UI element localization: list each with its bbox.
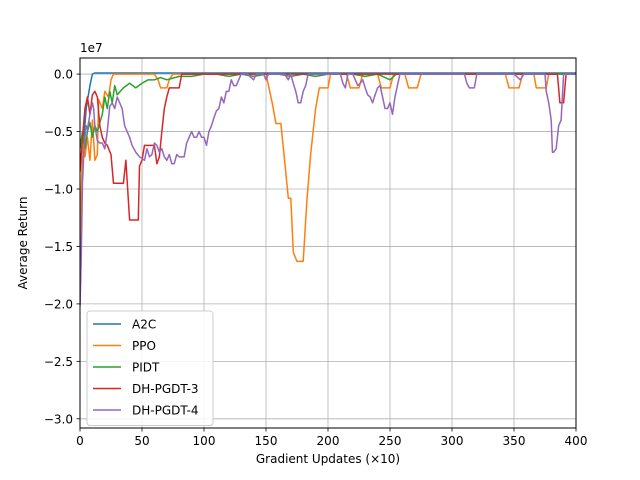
x-tick-label: 350 xyxy=(503,434,526,448)
y-tick-label: −1.5 xyxy=(44,240,73,254)
x-tick-label: 50 xyxy=(134,434,149,448)
x-tick-label: 100 xyxy=(193,434,216,448)
x-tick-label: 0 xyxy=(76,434,84,448)
legend-label: PIDT xyxy=(132,361,160,375)
y-tick-label: −2.5 xyxy=(44,355,73,369)
series-lines xyxy=(80,72,576,307)
legend-label: DH-PGDT-4 xyxy=(132,404,199,418)
y-tick-label: −1.0 xyxy=(44,182,73,196)
legend-box xyxy=(86,310,214,426)
axis-ticks: 0 50 100 150 200 250 300 350 400 0.0 −0.5 −1.0 −1.5 −… xyxy=(44,68,588,448)
grid-layer xyxy=(79,58,577,428)
x-tick-label: 250 xyxy=(379,434,402,448)
series-line-ppo xyxy=(80,73,576,263)
legend-label: DH-PGDT-3 xyxy=(132,382,199,396)
legend-label: A2C xyxy=(132,318,156,332)
y-tick-label: −3.0 xyxy=(44,412,73,426)
y-offset-label: 1e7 xyxy=(80,41,103,55)
legend: A2C PPO PIDT DH-PGDT-3 DH-PGDT-4 xyxy=(86,310,214,426)
x-tick-label: 400 xyxy=(565,434,588,448)
x-axis-label: Gradient Updates (×10) xyxy=(256,452,400,466)
y-tick-label: 0.0 xyxy=(54,68,73,82)
legend-label: PPO xyxy=(132,339,156,353)
x-tick-label: 200 xyxy=(317,434,340,448)
x-tick-label: 300 xyxy=(441,434,464,448)
series-line-dh-pgdt-4 xyxy=(80,73,576,307)
y-tick-label: −0.5 xyxy=(44,125,73,139)
y-axis-label: Average Return xyxy=(16,197,30,290)
series-line-pidt xyxy=(80,73,576,150)
y-tick-label: −2.0 xyxy=(44,297,73,311)
x-tick-label: 150 xyxy=(255,434,278,448)
